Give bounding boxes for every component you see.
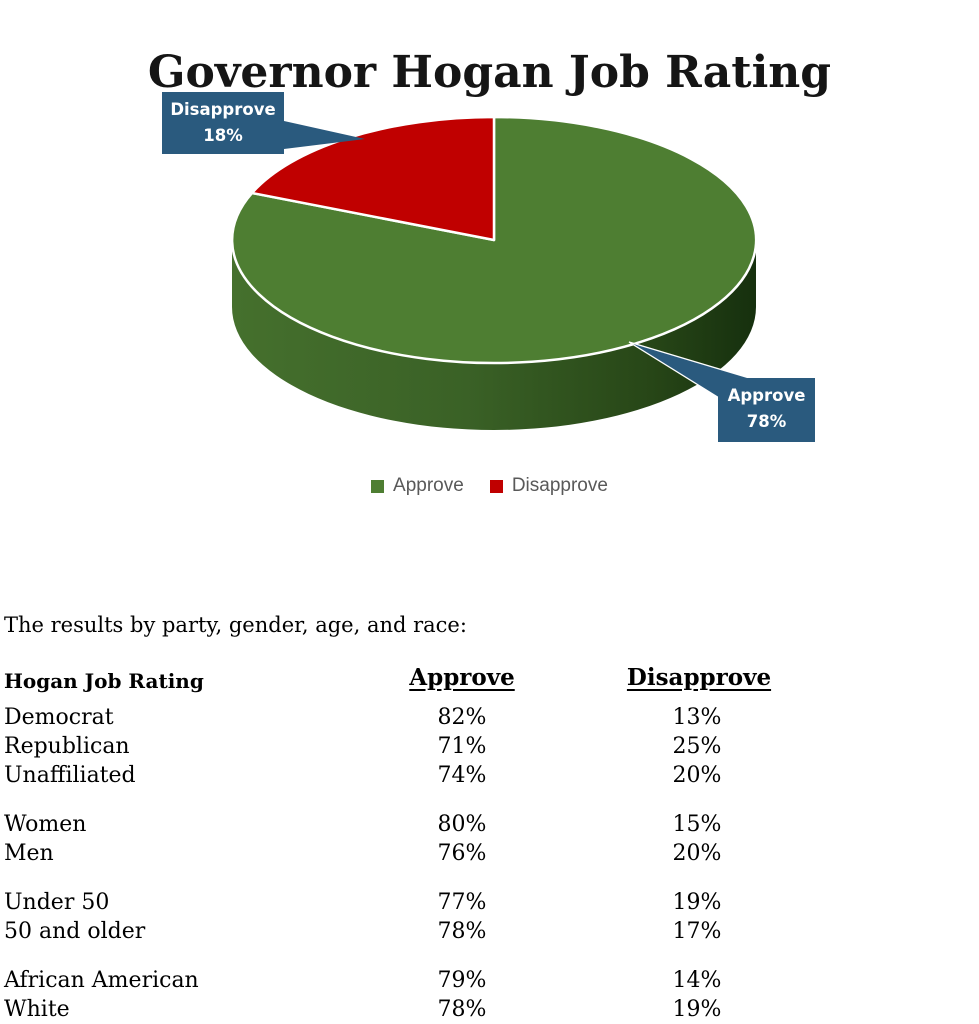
row-disapprove-value: 15% <box>672 812 722 837</box>
table-row: Republican 71% 25% <box>0 734 979 762</box>
row-label: Democrat <box>4 705 114 730</box>
approve-swatch-icon <box>371 479 385 493</box>
legend-approve-label: Approve <box>393 475 464 496</box>
table-row: Men 76% 20% <box>0 841 979 869</box>
chart-legend: Approve Disapprove <box>0 475 979 497</box>
row-approve-value: 82% <box>437 705 487 730</box>
row-disapprove-value: 14% <box>672 968 722 993</box>
row-label: Under 50 <box>4 890 110 915</box>
disapprove-swatch-icon <box>489 479 503 493</box>
disapprove-callout-value: 18% <box>203 126 243 146</box>
table-row: African American 79% 14% <box>0 968 979 996</box>
table-col-header-disapprove: Disapprove <box>626 664 772 691</box>
row-approve-value: 76% <box>437 841 487 866</box>
table-row-header: Hogan Job Rating <box>4 669 204 693</box>
pie-rim <box>232 240 756 430</box>
approve-callout-label: Approve <box>727 386 806 405</box>
approve-callout-value: 78% <box>746 412 787 432</box>
table-row: White 78% 19% <box>0 997 979 1024</box>
intro-text: The results by party, gender, age, and r… <box>4 613 467 637</box>
row-label: Women <box>4 812 87 837</box>
row-label: 50 and older <box>4 919 146 944</box>
row-disapprove-value: 17% <box>672 919 722 944</box>
table-row: Democrat 82% 13% <box>0 705 979 733</box>
row-approve-value: 78% <box>437 919 487 944</box>
disapprove-callout-label: Disapprove <box>170 100 276 119</box>
row-approve-value: 77% <box>437 890 487 915</box>
row-approve-value: 74% <box>437 763 487 788</box>
row-disapprove-value: 20% <box>672 841 722 866</box>
table-row: Women 80% 15% <box>0 812 979 840</box>
legend-item-approve: Approve <box>371 475 464 497</box>
disapprove-callout: Disapprove 18% <box>162 92 284 154</box>
row-label: Men <box>4 841 54 866</box>
row-approve-value: 80% <box>437 812 487 837</box>
table-col-header-approve: Approve <box>409 664 515 691</box>
row-disapprove-value: 13% <box>672 705 722 730</box>
row-approve-value: 78% <box>437 997 487 1022</box>
approve-callout: Approve 78% <box>718 378 815 442</box>
pie-chart <box>230 115 758 430</box>
table-row: 50 and older 78% 17% <box>0 919 979 947</box>
row-label: Unaffiliated <box>4 763 136 788</box>
table-row: Under 50 77% 19% <box>0 890 979 918</box>
disapprove-leader-line <box>284 121 365 149</box>
row-label: Republican <box>4 734 130 759</box>
row-disapprove-value: 25% <box>672 734 722 759</box>
legend-item-disapprove: Disapprove <box>489 475 608 497</box>
table-row: Unaffiliated 74% 20% <box>0 763 979 791</box>
row-label: White <box>4 997 70 1022</box>
legend-disapprove-label: Disapprove <box>511 475 608 496</box>
row-disapprove-value: 19% <box>672 890 722 915</box>
row-label: African American <box>4 968 199 993</box>
page-title: Governor Hogan Job Rating <box>147 47 832 99</box>
row-disapprove-value: 19% <box>672 997 722 1022</box>
row-approve-value: 79% <box>437 968 487 993</box>
row-approve-value: 71% <box>437 734 487 759</box>
row-disapprove-value: 20% <box>672 763 722 788</box>
